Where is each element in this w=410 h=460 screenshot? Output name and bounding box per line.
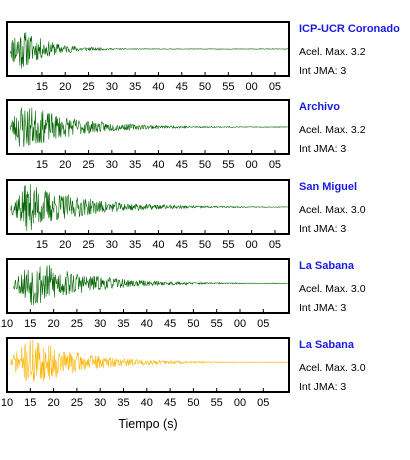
x-tick-label: 55 [222, 239, 234, 251]
x-tick-label: 30 [106, 159, 118, 171]
x-tick-label: 45 [176, 159, 188, 171]
x-tick-label: 25 [82, 239, 94, 251]
x-tick-label: 30 [106, 239, 118, 251]
station-name: ICP-UCR Coronado [299, 23, 400, 35]
station-name: San Miguel [299, 181, 357, 193]
x-tick-label: 40 [152, 159, 164, 171]
x-axis-title: Tiempo (s) [118, 417, 177, 431]
x-tick-label: 00 [234, 318, 246, 330]
jma-intensity-label: Int JMA: 3 [299, 223, 346, 235]
x-tick-label: 05 [269, 159, 281, 171]
x-tick-label: 50 [199, 239, 211, 251]
x-tick-label: 40 [152, 81, 164, 93]
x-tick-label: 55 [211, 397, 223, 409]
panel-frame [6, 258, 290, 314]
x-tick-label: 35 [117, 318, 129, 330]
jma-intensity-label: Int JMA: 3 [299, 381, 346, 393]
jma-intensity-label: Int JMA: 3 [299, 302, 346, 314]
x-tick-label: 05 [269, 81, 281, 93]
x-tick-label: 00 [246, 239, 258, 251]
x-tick-label: 30 [94, 318, 106, 330]
x-tick-label: 55 [222, 159, 234, 171]
x-tick-label: 05 [257, 318, 269, 330]
station-name: La Sabana [299, 339, 355, 351]
x-tick-label: 05 [257, 397, 269, 409]
station-name: La Sabana [299, 260, 355, 272]
x-tick-label: 15 [36, 81, 48, 93]
x-tick-label: 20 [59, 81, 71, 93]
panel-frame [6, 21, 290, 77]
x-tick-label: 45 [176, 239, 188, 251]
x-tick-label: 20 [47, 318, 59, 330]
x-tick-label: 45 [164, 318, 176, 330]
x-tick-label: 55 [222, 81, 234, 93]
x-tick-label: 10 [1, 397, 13, 409]
panel-frame [6, 99, 290, 155]
x-tick-label: 50 [199, 81, 211, 93]
station-name: Archivo [299, 101, 340, 113]
accel-max-label: Acel. Max. 3.0 [299, 362, 366, 374]
x-tick-label: 40 [141, 397, 153, 409]
x-tick-label: 00 [246, 81, 258, 93]
x-tick-label: 35 [117, 397, 129, 409]
x-tick-label: 15 [24, 318, 36, 330]
x-tick-label: 30 [94, 397, 106, 409]
x-tick-label: 40 [152, 239, 164, 251]
x-tick-label: 10 [1, 318, 13, 330]
x-tick-label: 05 [269, 239, 281, 251]
x-tick-label: 35 [129, 81, 141, 93]
x-tick-label: 15 [24, 397, 36, 409]
x-tick-label: 50 [187, 397, 199, 409]
jma-intensity-label: Int JMA: 3 [299, 65, 346, 77]
waveform-trace [13, 265, 288, 306]
waveform-trace [9, 107, 288, 147]
panel-frame [6, 179, 290, 235]
x-tick-label: 00 [246, 159, 258, 171]
accel-max-label: Acel. Max. 3.2 [299, 124, 366, 136]
x-tick-label: 15 [36, 159, 48, 171]
waveform-trace [10, 339, 288, 382]
x-tick-label: 45 [164, 397, 176, 409]
waveform-trace [10, 184, 288, 231]
x-tick-label: 25 [71, 318, 83, 330]
x-tick-label: 35 [129, 239, 141, 251]
accel-max-label: Acel. Max. 3.2 [299, 46, 366, 58]
x-tick-label: 20 [59, 239, 71, 251]
x-tick-label: 35 [129, 159, 141, 171]
jma-intensity-label: Int JMA: 3 [299, 143, 346, 155]
x-tick-label: 50 [199, 159, 211, 171]
x-tick-label: 20 [47, 397, 59, 409]
x-tick-label: 25 [82, 159, 94, 171]
x-tick-label: 30 [106, 81, 118, 93]
accel-max-label: Acel. Max. 3.0 [299, 283, 366, 295]
x-tick-label: 55 [211, 318, 223, 330]
x-tick-label: 00 [234, 397, 246, 409]
waveform-trace [9, 32, 288, 69]
panel-frame [6, 337, 290, 393]
accel-max-label: Acel. Max. 3.0 [299, 204, 366, 216]
x-tick-label: 25 [71, 397, 83, 409]
x-tick-label: 25 [82, 81, 94, 93]
x-tick-label: 15 [36, 239, 48, 251]
x-tick-label: 20 [59, 159, 71, 171]
x-tick-label: 45 [176, 81, 188, 93]
x-tick-label: 40 [141, 318, 153, 330]
x-tick-label: 50 [187, 318, 199, 330]
